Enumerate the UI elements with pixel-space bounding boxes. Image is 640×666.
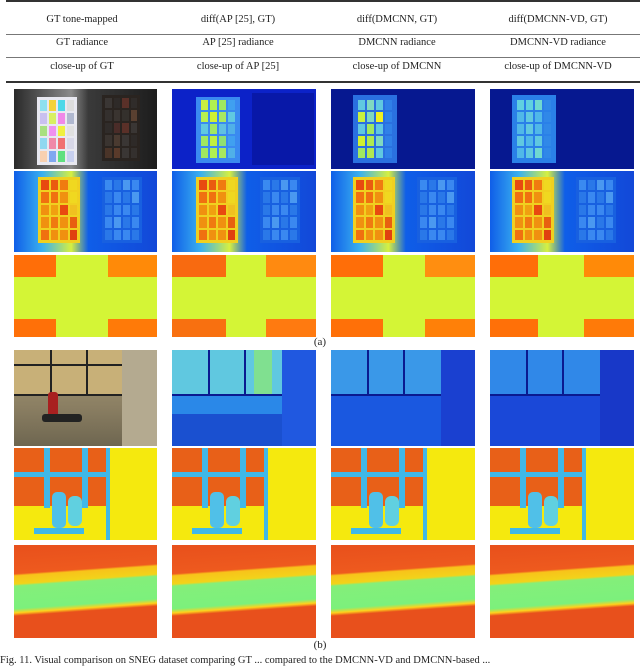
panel-b-dmcnn-radiance (331, 448, 475, 540)
header-cell: close-up of DMCNN (352, 61, 442, 72)
panel-a-closeup-gt (14, 255, 157, 337)
panel-b-closeup-dmcnn (331, 545, 475, 638)
header-cell: close-up of AP [25] (196, 61, 280, 72)
panel-b-closeup-dmcnn-vd (490, 545, 634, 638)
header-cell: close-up of DMCNN-VD (504, 61, 612, 72)
panel-b-gt-radiance (14, 448, 157, 540)
header-row-3: close-up of GT close-up of AP [25] close… (6, 55, 640, 79)
header-cell: AP [25] radiance (202, 37, 274, 48)
panel-b-gt-tonemapped (14, 350, 157, 446)
panel-b-ap-radiance (172, 448, 316, 540)
header-cell: diff(AP [25], GT) (200, 14, 276, 25)
panel-b-diff-ap (172, 350, 316, 446)
subfigure-label-a: (a) (313, 336, 327, 348)
panel-b-diff-dmcnn-vd (490, 350, 634, 446)
header-row-1: GT tone-mapped diff(AP [25], GT) diff(DM… (6, 8, 640, 32)
panel-b-closeup-ap (172, 545, 316, 638)
figure-caption: Fig. 11. Visual comparison on SNEG datas… (0, 655, 491, 666)
panel-a-gt-radiance (14, 171, 157, 252)
subfigure-label-b: (b) (313, 639, 327, 651)
panel-a-gt-tonemapped (14, 89, 157, 169)
header-cell: GT tone-mapped (46, 14, 118, 25)
table-bottom-rule (6, 81, 640, 83)
panel-a-closeup-dmcnn-vd (490, 255, 634, 337)
header-cell: close-up of GT (50, 61, 114, 72)
header-cell: DMCNN-VD radiance (510, 37, 606, 48)
table-rule (6, 34, 640, 35)
header-cell: diff(DMCNN, GT) (356, 14, 438, 25)
panel-a-dmcnn-radiance (331, 171, 475, 252)
header-cell: DMCNN radiance (358, 37, 436, 48)
header-cell: diff(DMCNN-VD, GT) (508, 14, 608, 25)
panel-b-closeup-gt (14, 545, 157, 638)
panel-a-diff-dmcnn (331, 89, 475, 169)
header-row-2: GT radiance AP [25] radiance DMCNN radia… (6, 31, 640, 55)
panel-a-dmcnn-vd-radiance (490, 171, 634, 252)
panel-a-closeup-ap (172, 255, 316, 337)
panel-a-ap-radiance (172, 171, 316, 252)
table-top-rule (6, 0, 640, 2)
header-cell: GT radiance (56, 37, 108, 48)
panel-a-diff-dmcnn-vd (490, 89, 634, 169)
panel-b-diff-dmcnn (331, 350, 475, 446)
table-rule (6, 57, 640, 58)
panel-a-closeup-dmcnn (331, 255, 475, 337)
panel-a-diff-ap (172, 89, 316, 169)
panel-b-dmcnn-vd-radiance (490, 448, 634, 540)
